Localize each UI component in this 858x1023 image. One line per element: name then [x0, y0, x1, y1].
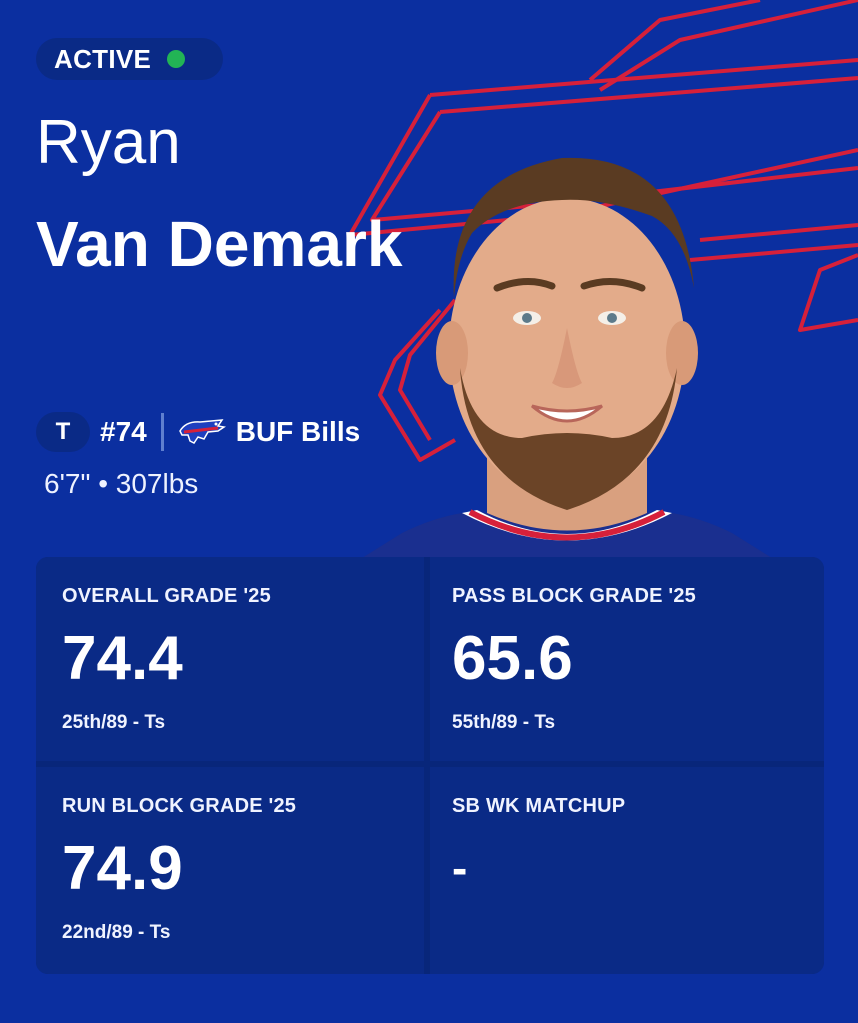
- player-measurements: 6'7" • 307lbs: [44, 468, 199, 499]
- grade-label: RUN BLOCK GRADE '25: [62, 795, 297, 817]
- bills-background-logo-icon: [348, 0, 858, 462]
- status-badge: ACTIVE: [36, 38, 223, 80]
- player-first-name: Ryan: [36, 108, 181, 177]
- grade-rank: 25th/89 - Ts: [62, 712, 166, 733]
- grade-value: 74.4: [62, 624, 183, 693]
- grade-card-matchup: SB WK MATCHUP -: [430, 767, 824, 974]
- grade-label: OVERALL GRADE '25: [62, 585, 271, 607]
- player-meta-row: T #74 BUF Bills: [36, 410, 360, 454]
- grade-value: 74.9: [62, 834, 183, 903]
- player-headshot: [362, 157, 772, 558]
- grade-card-overall: OVERALL GRADE '25 74.4 25th/89 - Ts: [36, 557, 424, 761]
- grade-label: SB WK MATCHUP: [452, 795, 626, 817]
- grade-value: -: [452, 842, 468, 894]
- grade-card-run-block: RUN BLOCK GRADE '25 74.9 22nd/89 - Ts: [36, 767, 424, 974]
- grade-rank: 55th/89 - Ts: [452, 712, 556, 733]
- grade-label: PASS BLOCK GRADE '25: [452, 585, 696, 607]
- grade-card-pass-block: PASS BLOCK GRADE '25 65.6 55th/89 - Ts: [430, 557, 824, 761]
- team-name: BUF Bills: [235, 416, 361, 447]
- meta-divider: [160, 413, 164, 451]
- jersey-number: #74: [100, 416, 147, 447]
- grade-rank: 22nd/89 - Ts: [62, 922, 171, 943]
- grade-value: 65.6: [452, 624, 573, 693]
- bills-buffalo-logo-icon: [178, 419, 226, 444]
- grades-panel: OVERALL GRADE '25 74.4 25th/89 - Ts PASS…: [36, 557, 824, 974]
- status-dot-icon: [167, 50, 186, 68]
- player-last-name: Van Demark: [36, 208, 403, 280]
- position-badge: T: [36, 412, 90, 452]
- status-label: ACTIVE: [54, 43, 152, 74]
